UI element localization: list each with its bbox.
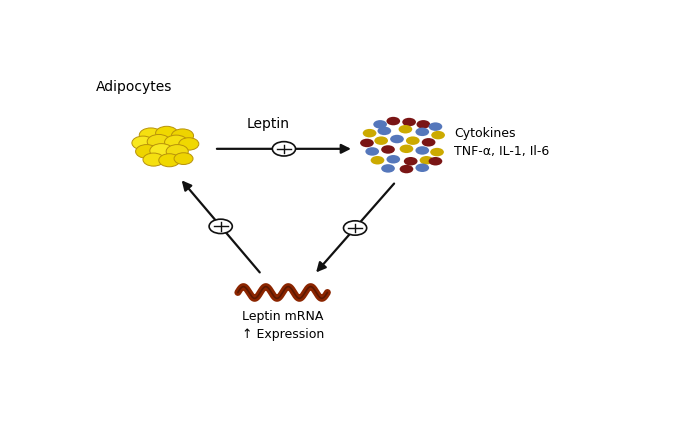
Circle shape [139, 128, 163, 142]
Circle shape [415, 128, 429, 136]
Circle shape [165, 135, 188, 150]
Circle shape [422, 138, 435, 147]
Text: Adipocytes: Adipocytes [95, 80, 172, 94]
Circle shape [150, 144, 173, 158]
Circle shape [428, 123, 442, 131]
Text: Leptin: Leptin [247, 117, 290, 131]
Circle shape [415, 164, 429, 172]
Circle shape [420, 156, 433, 165]
Text: Cytokines
TNF-α, IL-1, Il-6: Cytokines TNF-α, IL-1, Il-6 [454, 127, 549, 158]
Circle shape [400, 145, 413, 153]
Circle shape [373, 120, 387, 128]
Circle shape [158, 154, 180, 167]
Circle shape [386, 117, 400, 126]
Circle shape [171, 129, 194, 142]
Circle shape [406, 137, 420, 145]
Circle shape [179, 138, 199, 150]
Circle shape [174, 153, 193, 165]
Circle shape [381, 164, 395, 173]
Circle shape [147, 134, 171, 149]
Circle shape [390, 135, 404, 143]
Circle shape [143, 153, 164, 166]
Circle shape [398, 125, 412, 134]
Circle shape [166, 145, 188, 158]
Circle shape [365, 147, 379, 156]
Circle shape [273, 142, 296, 156]
Circle shape [362, 129, 377, 137]
Circle shape [430, 148, 444, 156]
Circle shape [209, 219, 233, 234]
Circle shape [360, 139, 374, 147]
Circle shape [132, 136, 154, 150]
Circle shape [135, 145, 158, 158]
Circle shape [416, 120, 430, 128]
Circle shape [374, 137, 388, 145]
Circle shape [371, 156, 384, 165]
Text: Leptin mRNA
↑ Expression: Leptin mRNA ↑ Expression [241, 310, 324, 341]
Circle shape [404, 157, 418, 165]
Circle shape [400, 165, 413, 173]
Circle shape [415, 146, 429, 155]
Circle shape [377, 127, 391, 135]
Circle shape [428, 157, 442, 165]
Circle shape [381, 145, 395, 154]
Circle shape [431, 131, 445, 139]
Circle shape [403, 118, 416, 126]
Circle shape [156, 126, 177, 140]
Circle shape [343, 221, 367, 235]
Circle shape [386, 155, 400, 164]
